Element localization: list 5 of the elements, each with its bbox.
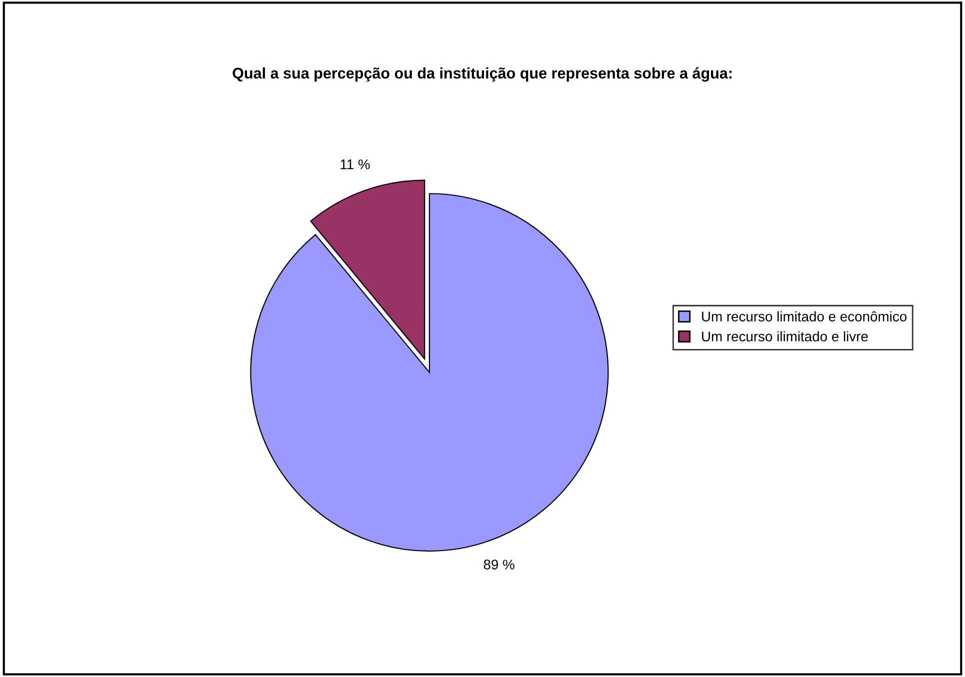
chart-title: Qual a sua percepção ou da instituição que representa sobre a água:: [232, 67, 732, 82]
data-label: 11 %: [340, 159, 370, 170]
data-label: 89 %: [484, 560, 514, 570]
legend-label: Um recurso limitado e econômico: [702, 311, 906, 322]
legend-label: Um recurso ilimitado e livre: [702, 331, 868, 342]
